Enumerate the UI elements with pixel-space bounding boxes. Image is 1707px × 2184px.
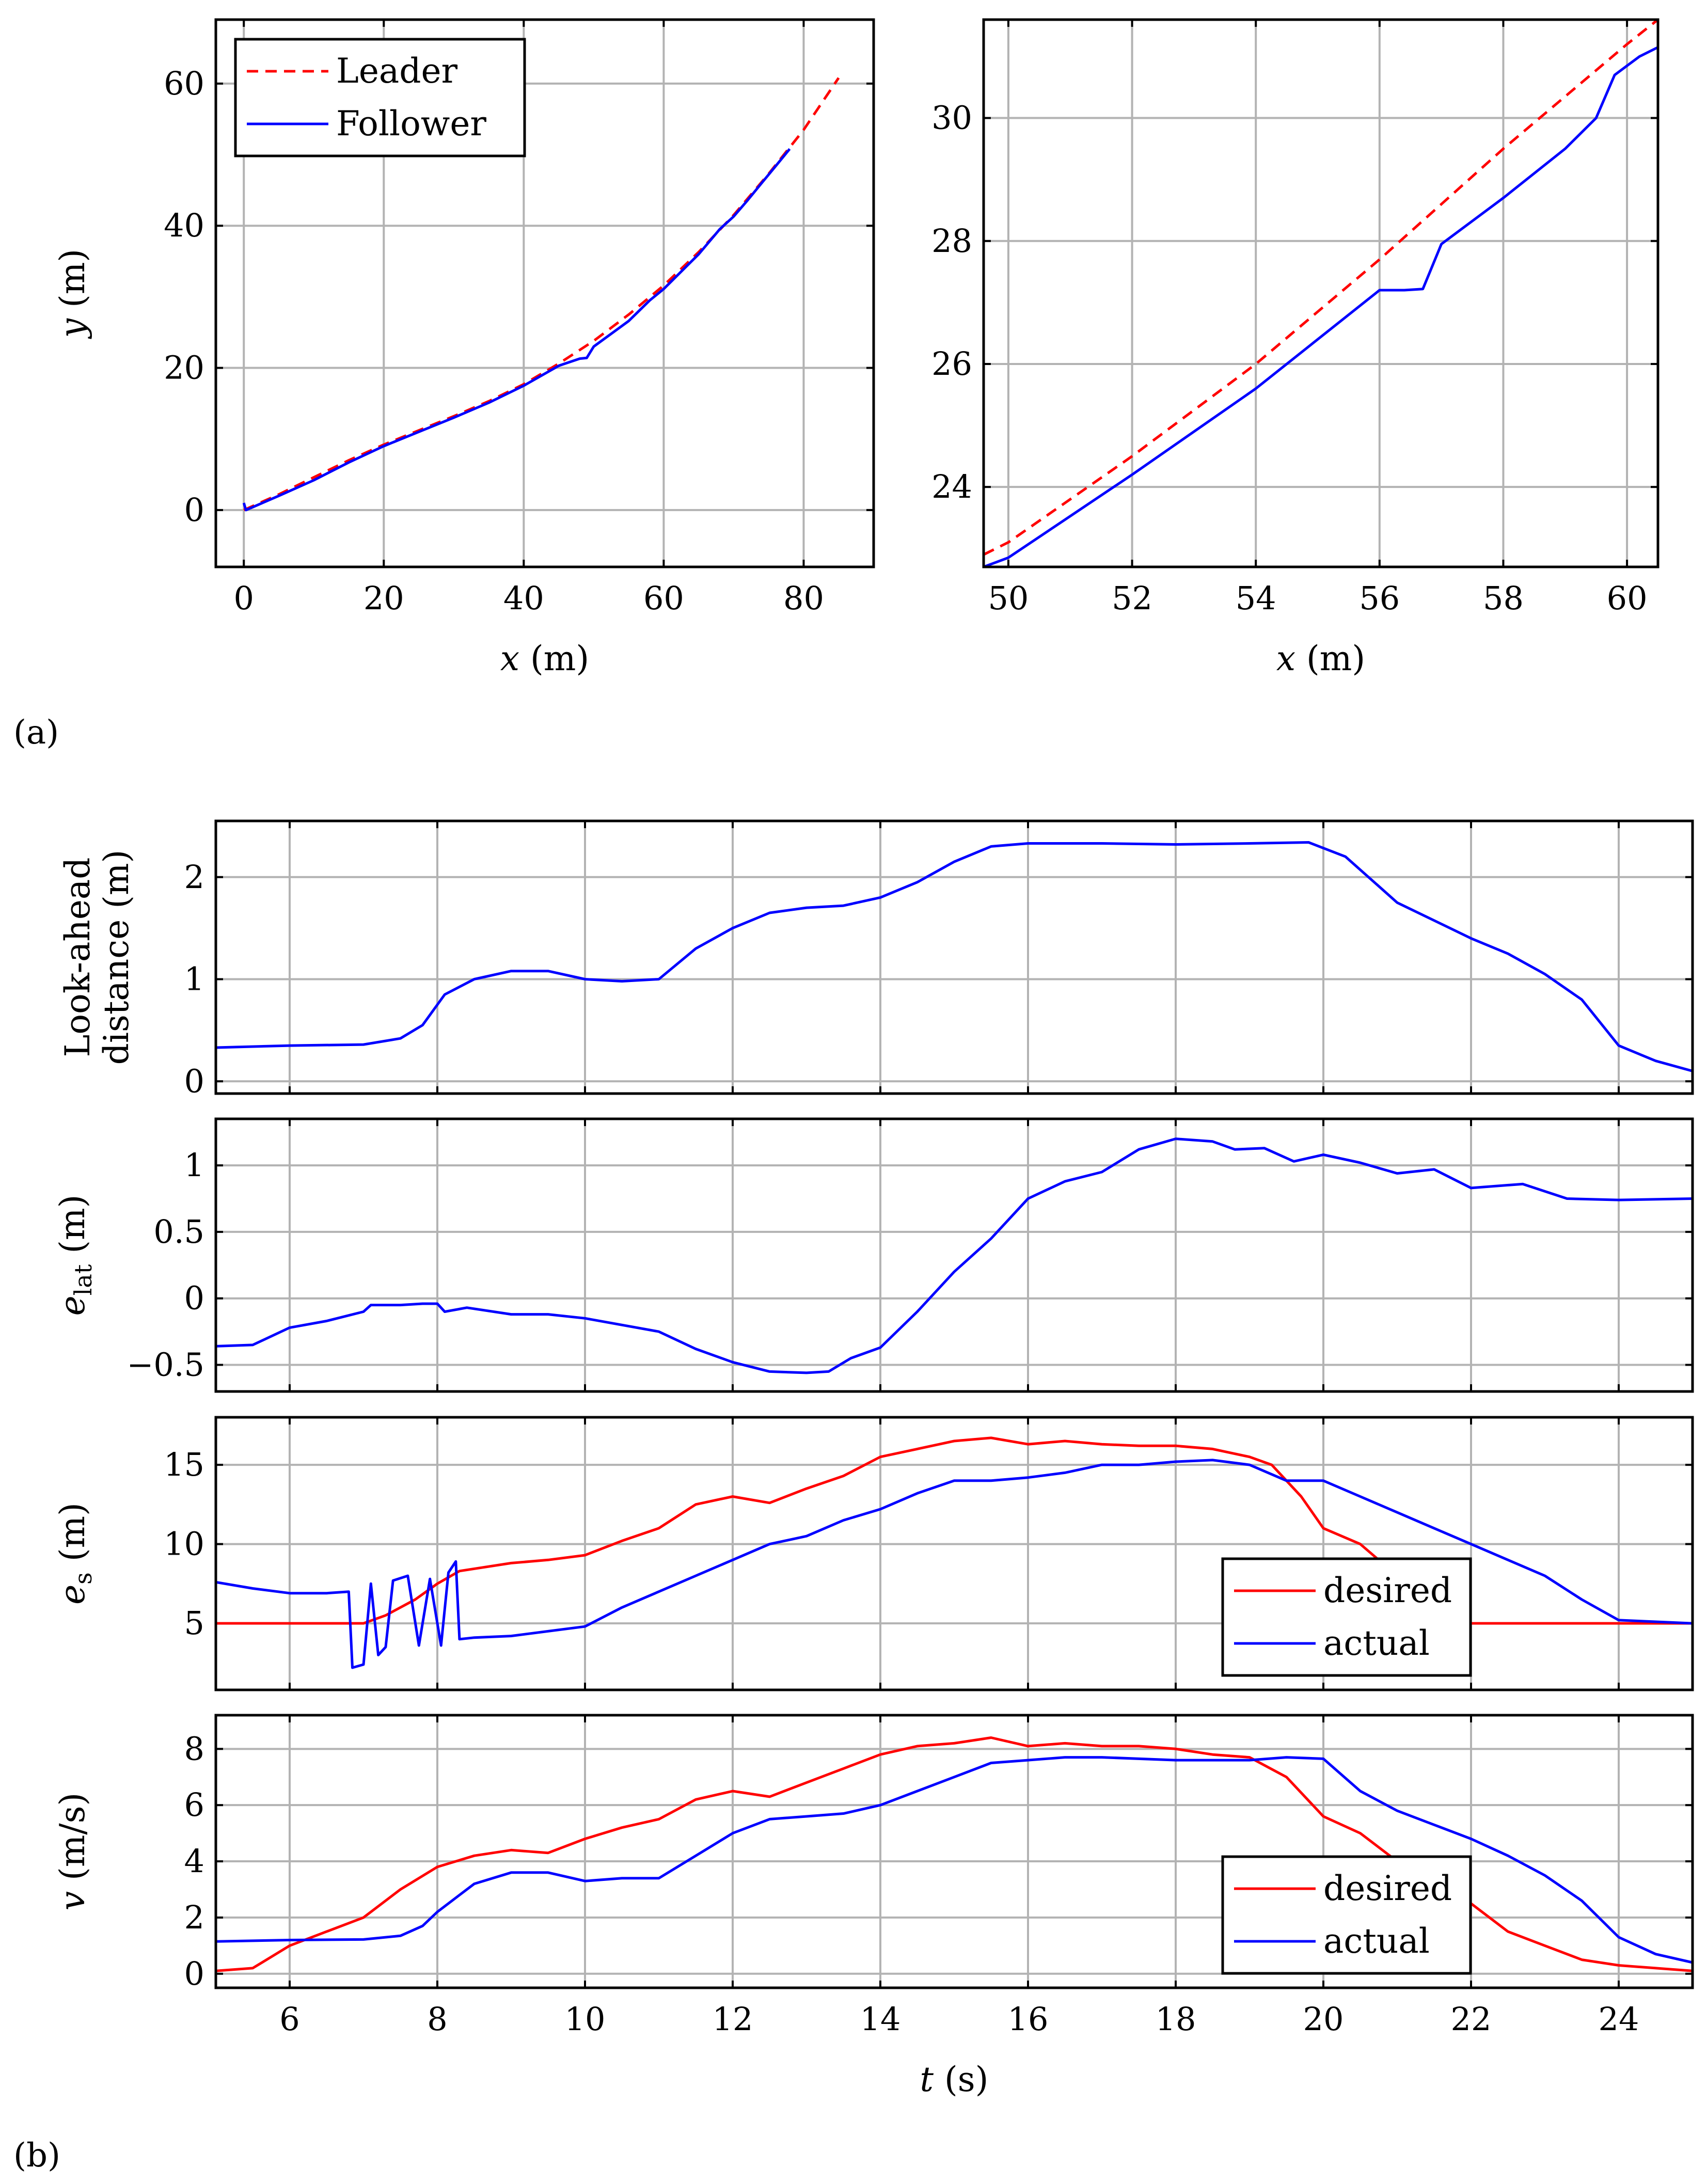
legend: desired actual <box>1221 1855 1472 1975</box>
legend-box <box>234 38 526 157</box>
y-tick-label: 28 <box>931 222 972 260</box>
y-tick-label: 0 <box>184 1279 204 1317</box>
series-line-actual <box>216 1459 1693 1669</box>
plot-frame <box>214 1117 1694 1393</box>
series-line-leader <box>984 20 1658 556</box>
x-tick-label: 80 <box>783 579 824 617</box>
legend-label: Leader <box>336 51 458 91</box>
legend-label: desired <box>1323 1571 1452 1610</box>
series-line-follower <box>242 148 791 512</box>
y-tick-label: 60 <box>164 65 204 102</box>
y-tick-label: 1 <box>184 1146 204 1184</box>
y-tick-label: 26 <box>931 345 972 383</box>
y-axis-label: distance (m) <box>97 850 136 1065</box>
y-tick-label: 1 <box>184 960 204 998</box>
y-axis-label: y (m) <box>53 249 92 339</box>
y-tick-label: 15 <box>164 1446 204 1483</box>
plot-frame <box>982 18 1659 568</box>
y-tick-label: 2 <box>184 858 204 896</box>
y-axis-label: elat (m) <box>53 1195 97 1316</box>
y-tick-label: 0 <box>184 1955 204 1992</box>
series-line-follower <box>984 46 1658 567</box>
series-line-look-ahead <box>216 841 1693 1072</box>
legend: Leader Follower <box>234 38 526 157</box>
x-tick-label: 60 <box>1607 579 1648 617</box>
x-tick-label: 20 <box>1303 2000 1344 2038</box>
legend: desired actual <box>1221 1557 1472 1677</box>
y-tick-label: 40 <box>164 207 204 244</box>
x-tick-label: 14 <box>860 2000 901 2038</box>
legend-label: actual <box>1323 1921 1430 1961</box>
y-tick-label: 4 <box>184 1842 204 1880</box>
panel-label-a: (a) <box>13 714 59 752</box>
x-tick-label: 0 <box>233 579 254 617</box>
y-axis-label: Look-ahead <box>58 858 98 1057</box>
y-tick-label: 20 <box>164 349 204 387</box>
x-tick-label: 58 <box>1483 579 1524 617</box>
chart-elat: −0.5 0 0.5 1 elat (m) <box>53 1117 1694 1393</box>
chart-es: 5 10 15 es (m) desired actual <box>53 1416 1694 1691</box>
chart-traj-full: 0 20 40 60 80 0 20 40 60 x (m) y (m) Leader Follower <box>53 18 875 678</box>
chart-traj-zoom: 50 52 54 56 58 60 24 26 28 30 x (m) <box>931 18 1659 678</box>
x-tick-label: 54 <box>1236 579 1276 617</box>
legend-label: Follower <box>336 104 486 144</box>
x-tick-label: 56 <box>1359 579 1400 617</box>
y-tick-label: 30 <box>931 99 972 137</box>
y-tick-label: 0 <box>184 1062 204 1100</box>
plot-frame <box>214 1714 1694 1989</box>
plot-frame <box>214 1416 1694 1691</box>
y-tick-label: 0 <box>184 491 204 529</box>
y-tick-label: 0.5 <box>153 1213 204 1251</box>
y-tick-label: 10 <box>164 1525 204 1563</box>
legend-label: desired <box>1323 1869 1452 1908</box>
x-tick-label: 16 <box>1008 2000 1049 2038</box>
x-tick-label: 60 <box>643 579 684 617</box>
y-axis-label: v (m/s) <box>53 1793 92 1910</box>
x-tick-label: 8 <box>427 2000 447 2038</box>
x-tick-label: 22 <box>1451 2000 1492 2038</box>
plot-frame <box>214 819 1694 1095</box>
x-axis-label: x (m) <box>500 639 589 678</box>
x-tick-label: 20 <box>363 579 404 617</box>
y-tick-label: 6 <box>184 1786 204 1824</box>
legend-label: actual <box>1323 1623 1430 1663</box>
plot-frame <box>214 18 875 568</box>
y-tick-label: 5 <box>184 1604 204 1642</box>
x-axis-label: t (s) <box>920 2060 989 2099</box>
y-tick-label: 8 <box>184 1730 204 1767</box>
x-tick-label: 24 <box>1599 2000 1639 2038</box>
legend-box <box>1221 1855 1472 1975</box>
series-line-e-lat <box>216 1137 1693 1374</box>
x-tick-label: 12 <box>713 2000 753 2038</box>
y-tick-label: −0.5 <box>127 1346 204 1383</box>
x-tick-label: 18 <box>1156 2000 1196 2038</box>
x-tick-label: 40 <box>503 579 544 617</box>
series-line-actual <box>216 1756 1693 1964</box>
x-tick-label: 10 <box>565 2000 606 2038</box>
legend-box <box>1221 1557 1472 1677</box>
x-tick-label: 6 <box>279 2000 299 2038</box>
x-tick-label: 50 <box>988 579 1029 617</box>
x-axis-label: x (m) <box>1276 639 1365 678</box>
x-tick-label: 52 <box>1112 579 1152 617</box>
panel-label-b: (b) <box>13 2136 60 2175</box>
y-axis-label: es (m) <box>53 1502 97 1605</box>
y-tick-label: 24 <box>931 468 972 505</box>
series-line-desired <box>216 1436 1693 1625</box>
y-tick-label: 2 <box>184 1898 204 1936</box>
